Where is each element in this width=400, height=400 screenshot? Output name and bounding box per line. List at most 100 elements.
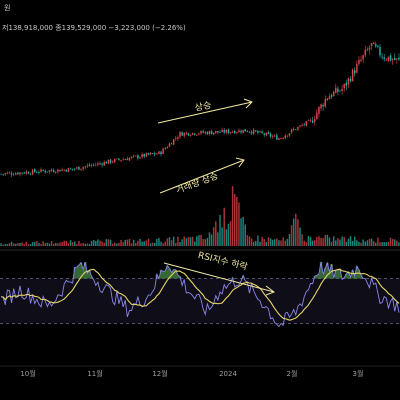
- candle-body: [118, 158, 120, 160]
- candle-body: [246, 131, 249, 133]
- candle-body: [248, 131, 251, 133]
- candle-body: [379, 46, 381, 56]
- candle-body: [8, 172, 11, 174]
- candle-body: [362, 54, 364, 60]
- x-tick-label: 3월: [353, 369, 364, 378]
- volume-bar: [8, 243, 11, 246]
- volume-bar: [15, 243, 17, 246]
- candle-body: [44, 170, 46, 173]
- volume-bar: [172, 236, 175, 246]
- volume-bar: [324, 235, 326, 246]
- volume-bar: [356, 240, 358, 246]
- candle-body: [356, 63, 358, 73]
- ohlc-readout: 저138,918,000 종139,529,000 −3,223,000 (−2…: [2, 23, 186, 32]
- volume-bar: [394, 239, 396, 246]
- candle-body: [84, 166, 86, 168]
- candle-body: [210, 131, 213, 135]
- volume-bar: [305, 242, 308, 246]
- candle-body: [82, 167, 84, 169]
- volume-bar: [210, 234, 213, 246]
- volume-bar: [383, 242, 385, 246]
- volume-bar: [372, 240, 375, 246]
- volume-bar: [179, 242, 181, 246]
- volume-bar: [286, 238, 289, 246]
- volume-bar: [40, 244, 42, 246]
- candle-body: [238, 130, 240, 133]
- candle-body: [215, 131, 217, 133]
- candle-body: [67, 168, 70, 172]
- candle-body: [234, 131, 236, 134]
- candle-body: [25, 171, 28, 174]
- candle-body: [74, 168, 76, 170]
- volume-bar: [387, 241, 390, 246]
- volume-bar: [337, 238, 339, 246]
- candle-body: [290, 129, 293, 133]
- volume-bar: [126, 239, 129, 246]
- volume-bar: [303, 240, 305, 246]
- volume-bar: [202, 239, 204, 246]
- candle-body: [23, 172, 25, 174]
- rsi-fall-arrowhead: [265, 285, 276, 296]
- volume-bar: [170, 240, 173, 246]
- volume-bar: [364, 241, 366, 246]
- volume-bar: [120, 239, 122, 246]
- volume-bar: [175, 242, 177, 246]
- candle-body: [162, 148, 164, 154]
- candle-body: [383, 57, 385, 60]
- candle-body: [21, 172, 23, 174]
- candle-body: [177, 137, 179, 139]
- candle-body: [181, 132, 183, 136]
- volume-bar: [143, 241, 145, 246]
- candle-body: [90, 165, 93, 167]
- price-rise-arrowhead: [243, 98, 253, 109]
- candle-body: [307, 120, 310, 121]
- volume-bar: [118, 242, 120, 246]
- candle-body: [276, 135, 278, 140]
- candle-body: [221, 129, 223, 132]
- candle-body: [65, 169, 68, 172]
- volume-bar: [295, 213, 297, 246]
- candle-body: [126, 158, 129, 161]
- volume-bar: [12, 243, 15, 246]
- volume-bar: [145, 240, 148, 246]
- candle-body: [320, 104, 322, 109]
- volume-bar: [307, 236, 310, 246]
- volume-bar: [265, 241, 268, 246]
- volume-bar: [130, 243, 133, 246]
- volume-bar: [38, 242, 40, 246]
- volume-bar: [398, 242, 400, 246]
- volume-bar: [0, 243, 2, 246]
- candle-body: [288, 133, 291, 136]
- candle-body: [202, 131, 204, 133]
- candle-body: [337, 88, 339, 92]
- candle-body: [80, 168, 82, 170]
- volume-bar: [99, 240, 101, 246]
- volume-bar: [147, 238, 150, 246]
- volume-bar: [4, 244, 6, 246]
- candle-body: [326, 98, 329, 101]
- volume-bar: [339, 239, 341, 246]
- volume-bar: [71, 242, 74, 246]
- candle-body: [0, 173, 2, 175]
- volume-bar: [109, 239, 112, 246]
- volume-bar: [23, 244, 25, 246]
- candle-body: [36, 172, 38, 174]
- volume-bar: [240, 218, 242, 246]
- candle-body: [149, 153, 152, 155]
- candle-body: [341, 88, 343, 92]
- volume-bar: [90, 240, 93, 246]
- volume-bar: [80, 243, 82, 246]
- volume-bar: [139, 238, 141, 246]
- candle-body: [187, 133, 190, 136]
- candle-body: [160, 151, 162, 155]
- volume-bar: [97, 239, 99, 246]
- candle-body: [328, 96, 331, 100]
- volume-bar: [78, 240, 80, 246]
- volume-bar: [34, 241, 36, 246]
- volume-bar: [101, 241, 103, 246]
- candle-body: [358, 59, 360, 64]
- candle-body: [175, 138, 177, 140]
- volume-bar: [343, 237, 345, 246]
- volume-bar: [322, 238, 324, 246]
